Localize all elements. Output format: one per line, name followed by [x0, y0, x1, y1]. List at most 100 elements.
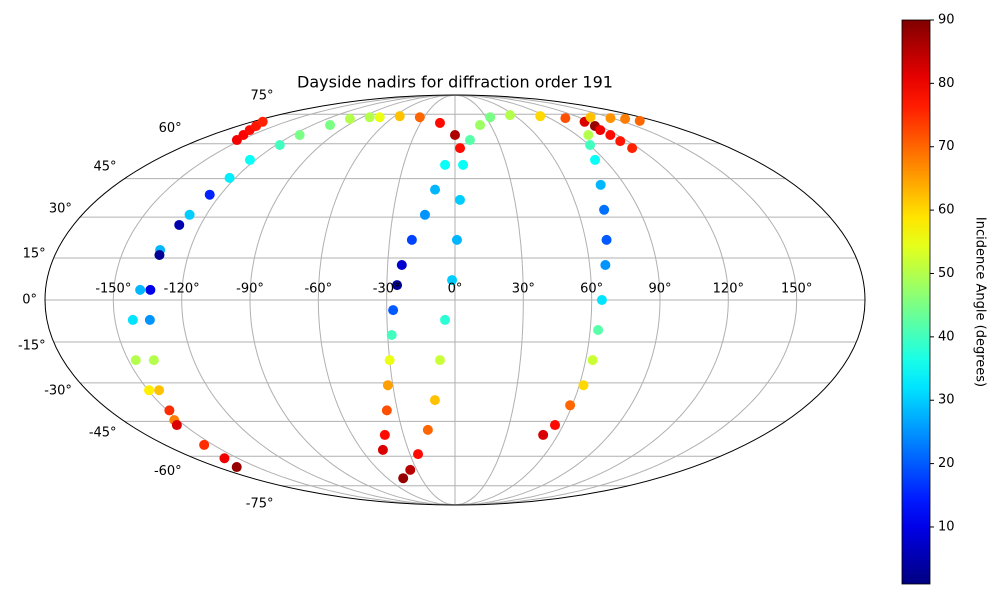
- x-tick-label: -30°: [373, 282, 401, 297]
- point: [257, 116, 268, 127]
- point: [595, 125, 606, 136]
- colorbar-tick-label: 70: [938, 139, 955, 154]
- point: [386, 330, 397, 341]
- point: [422, 424, 433, 435]
- x-tick-label: 60°: [580, 282, 603, 297]
- point: [587, 355, 598, 366]
- point: [600, 259, 611, 270]
- point: [458, 159, 469, 170]
- point: [171, 420, 182, 431]
- point: [135, 284, 146, 295]
- y-tick-label: 15°: [23, 246, 46, 261]
- x-tick-label: -120°: [164, 282, 200, 297]
- point: [430, 184, 441, 195]
- point: [154, 385, 165, 396]
- point: [590, 154, 601, 165]
- colorbar-tick-label: 30: [938, 393, 955, 408]
- point: [231, 462, 242, 473]
- y-tick-label: -75°: [246, 496, 274, 511]
- x-tick-label: -150°: [95, 282, 131, 297]
- point: [414, 112, 425, 123]
- point: [585, 140, 596, 151]
- point: [374, 112, 385, 123]
- point: [599, 204, 610, 215]
- point: [583, 130, 594, 141]
- colorbar-tick-label: 50: [938, 266, 955, 281]
- point: [364, 112, 375, 123]
- point: [325, 120, 336, 131]
- point: [130, 355, 141, 366]
- point: [464, 135, 475, 146]
- point: [434, 355, 445, 366]
- point: [627, 143, 638, 154]
- point: [145, 284, 156, 295]
- point: [505, 110, 516, 121]
- colorbar-tick-label: 10: [938, 519, 955, 534]
- colorbar-label: Incidence Angle (degrees): [973, 217, 988, 387]
- point: [148, 355, 159, 366]
- y-tick-label: -15°: [18, 339, 46, 354]
- point: [274, 140, 285, 151]
- point: [455, 143, 466, 154]
- point: [344, 113, 355, 124]
- point: [405, 464, 416, 475]
- point: [451, 234, 462, 245]
- point: [620, 113, 631, 124]
- point: [184, 209, 195, 220]
- point: [578, 380, 589, 391]
- point: [379, 429, 390, 440]
- point: [605, 130, 616, 141]
- point: [164, 405, 175, 416]
- point: [440, 314, 451, 325]
- point: [595, 179, 606, 190]
- tick-labels: -150° -120° -90° -60° -30° 0° 30° 60° 90° 120° 150…: [18, 89, 812, 512]
- y-tick-label: -60°: [154, 464, 182, 479]
- point: [440, 159, 451, 170]
- x-tick-label: 0°: [448, 282, 463, 297]
- point: [396, 259, 407, 270]
- point: [382, 380, 393, 391]
- x-tick-label: 90°: [648, 282, 671, 297]
- point: [219, 453, 230, 464]
- point: [485, 112, 496, 123]
- colorbar-tick-label: 60: [938, 203, 955, 218]
- point: [429, 395, 440, 406]
- point: [398, 473, 409, 484]
- point: [144, 385, 155, 396]
- y-tick-label: -30°: [44, 383, 72, 398]
- y-tick-label: 30°: [49, 202, 72, 217]
- point: [144, 314, 155, 325]
- point: [204, 189, 215, 200]
- points: [127, 110, 645, 484]
- y-tick-label: -45°: [89, 426, 117, 441]
- map-boundary: [44, 94, 866, 506]
- point: [224, 172, 235, 183]
- point: [294, 130, 305, 141]
- point: [560, 113, 571, 124]
- point: [199, 439, 210, 450]
- point: [174, 219, 185, 230]
- point: [454, 194, 465, 205]
- point: [381, 405, 392, 416]
- y-tick-label: 0°: [22, 293, 37, 308]
- point: [413, 449, 424, 460]
- colorbar-ticks: 10 20 30 40 50 60 70 80 90: [930, 13, 955, 534]
- y-tick-label: 75°: [250, 89, 273, 104]
- point: [244, 154, 255, 165]
- x-tick-label: -60°: [304, 282, 332, 297]
- point: [538, 429, 549, 440]
- point: [535, 111, 546, 122]
- point: [596, 295, 607, 305]
- point: [549, 420, 560, 431]
- colorbar-tick-label: 80: [938, 76, 955, 91]
- x-tick-label: 30°: [512, 282, 535, 297]
- point: [394, 111, 405, 122]
- point: [406, 234, 417, 245]
- point: [127, 314, 138, 325]
- point: [392, 280, 403, 291]
- point: [475, 120, 486, 131]
- colorbar-tick-label: 40: [938, 329, 955, 344]
- point: [154, 249, 165, 260]
- point: [593, 325, 604, 336]
